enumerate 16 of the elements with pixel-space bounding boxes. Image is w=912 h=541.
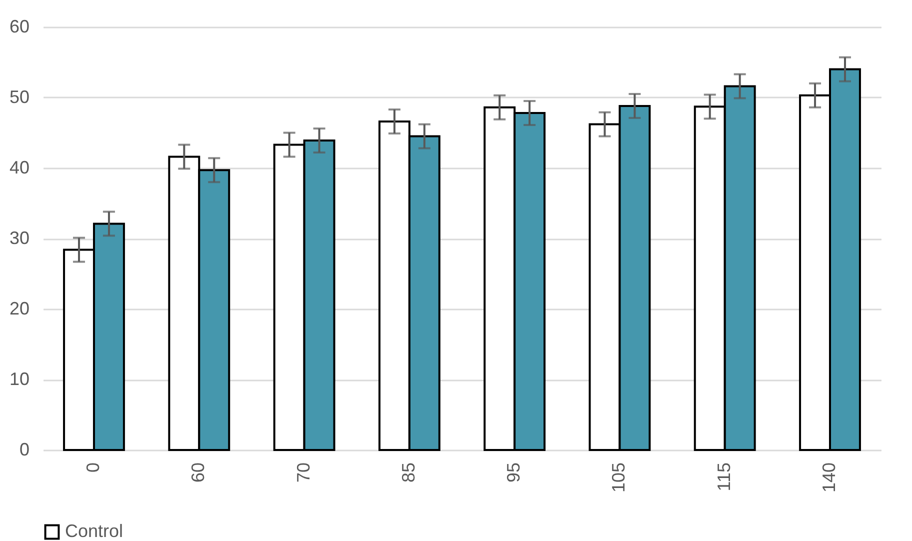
y-tick-label: 50 — [9, 87, 30, 107]
x-tick-label: 0 — [82, 462, 103, 473]
x-tick-label: 70 — [293, 462, 314, 483]
y-tick-label: 30 — [9, 228, 30, 248]
x-tick-label: 115 — [714, 462, 734, 492]
y-tick-label: 20 — [9, 298, 30, 318]
x-tick-label: 140 — [819, 462, 840, 493]
y-tick-label: 60 — [9, 16, 30, 36]
x-tick-label: 60 — [188, 462, 208, 483]
x-tick-label: 105 — [608, 462, 629, 493]
x-tick-label: 85 — [398, 462, 418, 483]
x-tick-label: 95 — [504, 462, 524, 483]
y-tick-label: 40 — [9, 158, 30, 178]
legend-label: Control — [65, 521, 124, 541]
y-tick-label: 10 — [9, 369, 30, 389]
y-tick-label: 0 — [19, 440, 30, 460]
